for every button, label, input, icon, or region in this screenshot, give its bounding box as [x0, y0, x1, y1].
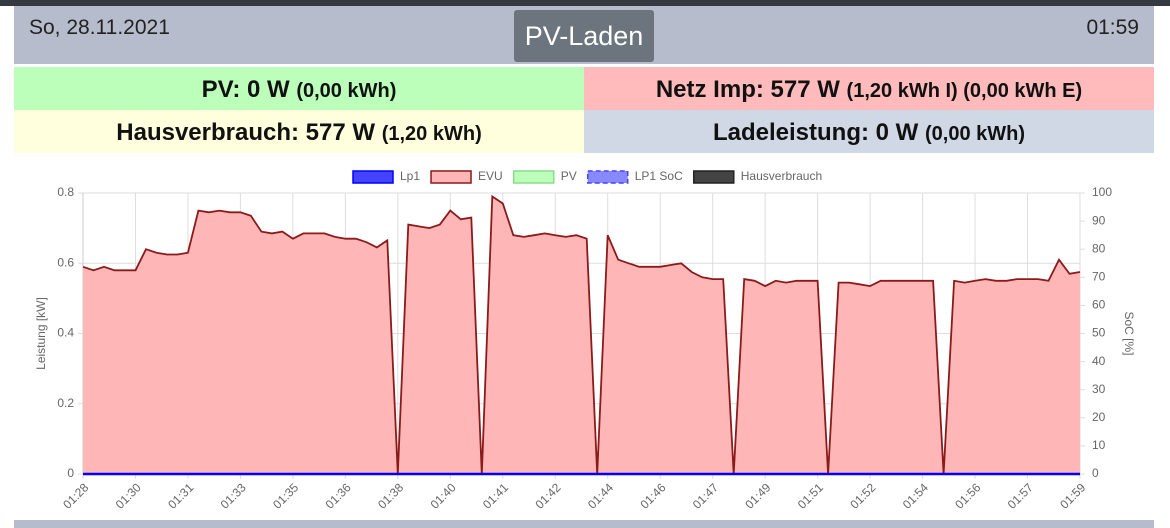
mode-button[interactable]: PV-Laden — [514, 10, 654, 62]
y-tick-label: 0 — [67, 466, 74, 480]
x-tick-label: 01:46 — [637, 480, 668, 511]
y2-tick-label: 0 — [1092, 466, 1099, 480]
x-tick-label: 01:40 — [428, 480, 459, 511]
time: 01:59 — [1086, 16, 1139, 39]
y2-tick-label: 80 — [1092, 241, 1106, 255]
y2-tick-label: 70 — [1092, 269, 1106, 283]
date: So, 28.11.2021 — [29, 16, 170, 39]
x-tick-label: 01:47 — [690, 480, 721, 511]
y2-tick-label: 100 — [1092, 185, 1112, 199]
x-tick-label: 01:28 — [60, 480, 91, 511]
y-tick-label: 0.2 — [57, 396, 74, 410]
y-tick-label: 0.4 — [57, 326, 74, 340]
tile-detail: (1,20 kWh) — [381, 123, 482, 145]
legend-label: PV — [561, 169, 577, 183]
x-tick-label: 01:30 — [113, 480, 144, 511]
y-axis-title: Leistung [kW] — [34, 297, 48, 370]
legend-label: Lp1 — [400, 169, 420, 183]
tile: PV: 0 W (0,00 kWh) — [14, 67, 584, 110]
legend-label: LP1 SoC — [635, 169, 683, 183]
y2-tick-label: 30 — [1092, 382, 1106, 396]
x-tick-label: 01:44 — [585, 480, 616, 511]
x-tick-label: 01:52 — [847, 480, 878, 511]
tile: Ladeleistung: 0 W (0,00 kWh) — [584, 110, 1154, 153]
x-tick-label: 01:36 — [323, 480, 354, 511]
tile-label: PV: 0 W — [201, 76, 290, 103]
top-bar — [0, 0, 1170, 6]
legend-label: EVU — [478, 169, 503, 183]
tile-detail: (0,00 kWh) — [925, 123, 1026, 145]
x-tick-label: 01:56 — [952, 480, 983, 511]
tile-detail: (1,20 kWh I) (0,00 kWh E) — [846, 80, 1083, 102]
y2-tick-label: 60 — [1092, 298, 1106, 312]
tile-label: Ladeleistung: 0 W — [712, 119, 919, 146]
x-tick-label: 01:49 — [742, 480, 773, 511]
y2-tick-label: 10 — [1092, 438, 1106, 452]
tile-detail: (0,00 kWh) — [296, 80, 397, 102]
x-tick-label: 01:59 — [1057, 480, 1088, 511]
x-tick-label: 01:42 — [532, 480, 563, 511]
x-tick-label: 01:41 — [480, 480, 511, 511]
x-tick-label: 01:33 — [218, 480, 249, 511]
x-tick-label: 01:31 — [165, 480, 196, 511]
y2-tick-label: 50 — [1092, 326, 1106, 340]
tile-label: Hausverbrauch: 577 W — [116, 119, 376, 146]
x-tick-label: 01:51 — [795, 480, 826, 511]
x-tick-label: 01:35 — [270, 480, 301, 511]
tile-label: Netz Imp: 577 W — [655, 76, 840, 103]
tile: Hausverbrauch: 577 W (1,20 kWh) — [14, 110, 584, 153]
line — [82, 194, 1081, 475]
footer-bar — [14, 520, 1154, 528]
y-tick-label: 0.6 — [57, 255, 74, 269]
y2-axis-title: SoC [%] — [1122, 311, 1136, 355]
y2-tick-label: 40 — [1092, 354, 1106, 368]
legend-swatch — [693, 170, 735, 184]
tile: Netz Imp: 577 W (1,20 kWh I) (0,00 kWh E… — [584, 67, 1154, 110]
legend-swatch — [586, 170, 629, 184]
x-tick-label: 01:38 — [375, 480, 406, 511]
x-tick-label: 01:54 — [900, 480, 931, 511]
legend-label: Hausverbrauch — [741, 169, 822, 183]
x-tick-label: 01:57 — [1005, 480, 1036, 511]
y2-tick-label: 90 — [1092, 213, 1106, 227]
y-tick-label: 0.8 — [57, 185, 74, 199]
chart: 0 0.2 0.4 0.6 0.8 0 10 20 30 40 50 60 70 80 90 100 01:28… — [34, 169, 1136, 511]
header: So, 28.11.2021 PV-Laden 01:59 — [14, 6, 1154, 64]
area — [83, 196, 1080, 474]
legend-swatch — [352, 170, 394, 184]
y2-tick-label: 20 — [1092, 410, 1106, 424]
legend-swatch — [430, 170, 472, 184]
legend-swatch — [512, 170, 555, 184]
